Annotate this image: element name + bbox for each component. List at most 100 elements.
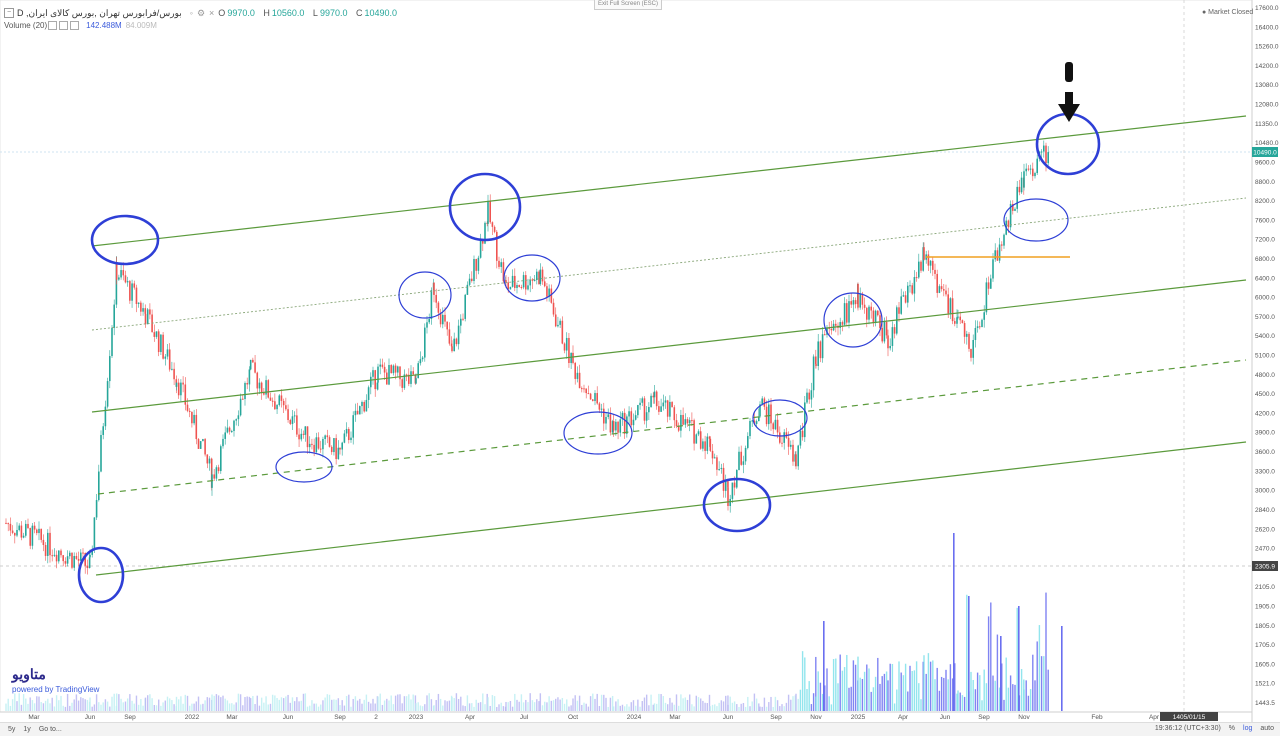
candle-body	[505, 280, 507, 283]
candle-body	[850, 301, 852, 305]
compare-icon[interactable]: ◦	[189, 8, 193, 18]
volume-bar	[587, 706, 590, 711]
volume-bar	[142, 705, 144, 711]
range-5y-button[interactable]: 5y	[8, 726, 16, 733]
candle-body	[652, 395, 655, 398]
collapse-icon[interactable]: −	[4, 8, 14, 18]
volume-bar	[40, 701, 42, 711]
percent-toggle[interactable]: %	[1228, 725, 1236, 732]
ohlc-values: O 9970.0 H 10560.0 L 9970.0 C 10490.0	[216, 8, 401, 18]
candle-body	[354, 410, 357, 416]
candle-body	[548, 288, 550, 297]
candle-body	[747, 436, 749, 448]
volume-bar	[296, 697, 298, 711]
log-toggle[interactable]: log	[1243, 725, 1253, 732]
range-1y-button[interactable]: 1y	[23, 726, 31, 733]
volume-bar	[300, 700, 302, 711]
candle-body	[224, 432, 226, 439]
candle-body	[911, 285, 913, 294]
candle-body	[720, 467, 723, 469]
candle-body	[453, 338, 455, 352]
candle-body	[645, 412, 648, 421]
volume-bar	[208, 697, 211, 711]
level-tag: 2305.9	[1252, 561, 1278, 571]
candle-body	[976, 326, 979, 328]
candle-body	[215, 467, 218, 479]
volume-close-icon[interactable]	[70, 20, 80, 30]
powered-by[interactable]: powered by TradingView	[12, 685, 100, 694]
volume-bar	[763, 697, 766, 711]
candle-body	[585, 388, 587, 394]
volume-bar	[981, 700, 983, 711]
volume-bar	[626, 704, 628, 711]
volume-bar	[102, 702, 104, 711]
candle-body	[102, 426, 104, 435]
volume-bar	[197, 696, 200, 711]
ellipse-2025-jan	[823, 292, 883, 348]
volume-bar	[667, 704, 669, 711]
candle-body	[688, 420, 691, 424]
exit-fullscreen-button[interactable]: Exit Full Screen (ESC)	[594, 0, 662, 10]
volume-bar	[405, 696, 408, 711]
candle-body	[518, 285, 520, 287]
volume-eye-icon[interactable]	[48, 20, 58, 30]
volume-bar	[120, 698, 122, 711]
candle-body	[763, 398, 766, 407]
candle-body	[109, 356, 111, 382]
volume-bar	[704, 702, 706, 711]
volume-bar	[1001, 663, 1003, 711]
volume-bar	[514, 693, 516, 711]
candle-body	[557, 324, 559, 327]
candle-body	[188, 410, 191, 412]
price-tick-label: 4800.0	[1255, 372, 1275, 379]
candle-body	[104, 406, 107, 427]
candle-body	[16, 529, 18, 536]
auto-toggle[interactable]: auto	[1260, 725, 1274, 732]
symbol-name[interactable]: بورس/فرابورس تهران ,بورس کالای ایران, D	[17, 7, 182, 18]
volume-bar	[473, 706, 475, 711]
volume-bar	[653, 703, 656, 711]
candle-body	[658, 406, 660, 412]
volume-bar	[1036, 641, 1038, 711]
settings-icon[interactable]: ⚙	[196, 7, 206, 18]
candle-body	[843, 303, 846, 325]
candle-body	[367, 387, 370, 400]
candle-body	[428, 318, 430, 323]
candle-body	[84, 553, 86, 566]
candle-body	[269, 397, 272, 401]
goto-button[interactable]: Go to...	[38, 726, 62, 733]
candle-body	[473, 259, 475, 281]
volume-label[interactable]: Volume (20)	[4, 20, 48, 30]
volume-bar	[258, 705, 261, 711]
volume-settings-icon[interactable]	[59, 20, 69, 30]
volume-bar	[658, 693, 660, 711]
candle-body	[1043, 145, 1045, 152]
candle-body	[619, 419, 622, 433]
volume-bar	[363, 699, 365, 711]
candle-body	[830, 328, 833, 331]
volume-bar	[36, 696, 38, 711]
volume-bar	[335, 699, 337, 711]
candle-body	[82, 552, 84, 554]
volume-bar	[552, 700, 555, 711]
candle-body	[466, 284, 469, 295]
volume-bar	[392, 704, 395, 711]
volume-bar	[317, 706, 320, 711]
close-icon[interactable]: ×	[209, 8, 215, 18]
volume-bar	[671, 702, 673, 711]
volume-bar	[1032, 654, 1034, 711]
volume-bar	[460, 696, 462, 711]
volume-bar	[819, 682, 822, 711]
candle-body	[907, 285, 909, 303]
candle-body	[898, 307, 900, 314]
volume-bar	[794, 695, 796, 711]
candle-body	[1036, 158, 1038, 174]
candle-body	[605, 417, 607, 424]
candle-body	[412, 371, 414, 375]
candle-body	[208, 458, 211, 464]
volume-bar	[839, 654, 841, 711]
volume-bar	[557, 697, 559, 711]
candle-body	[943, 289, 945, 291]
